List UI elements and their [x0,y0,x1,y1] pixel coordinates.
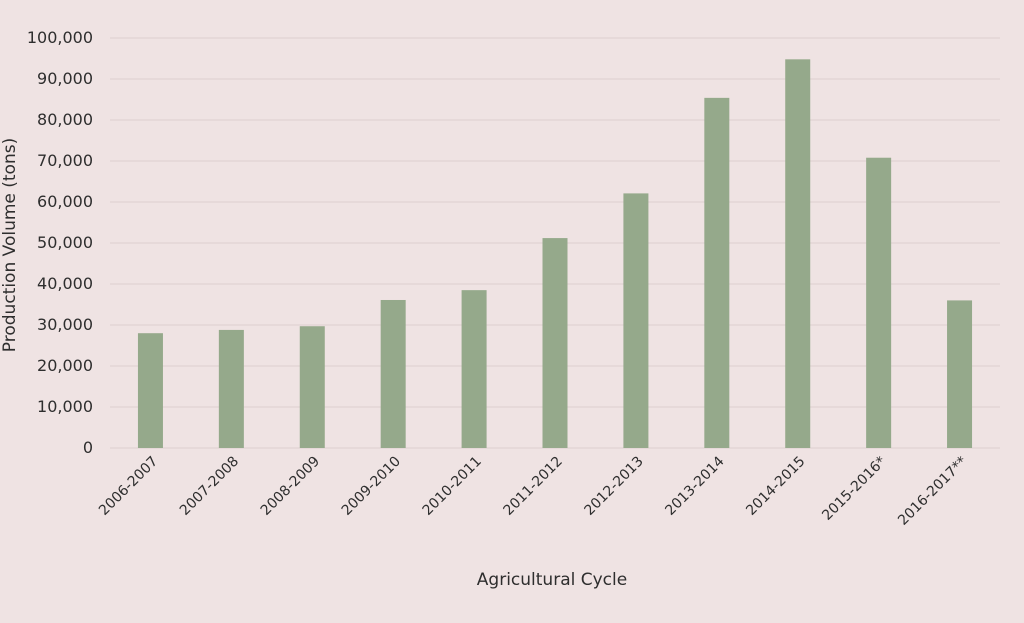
y-tick-label: 90,000 [37,69,93,88]
y-tick-label: 80,000 [37,110,93,129]
y-tick-label: 30,000 [37,315,93,334]
y-axis-tick-labels: 0 10,000 20,000 30,000 40,000 50,000 60,000 70,… [27,28,93,457]
x-tick-label: 2014-2015 [743,454,808,519]
bar-2010-2011 [461,290,487,448]
bar-2006-2007 [137,333,163,448]
y-tick-label: 0 [83,438,93,457]
x-tick-label: 2015-2016* [819,454,889,524]
bar-2015-2016* [866,157,892,448]
x-tick-label: 2009-2010 [339,454,404,519]
y-tick-label: 40,000 [37,274,93,293]
y-axis-title: Production Volume (tons) [0,138,20,352]
bar-2009-2010 [380,299,406,448]
x-tick-label: 2012-2013 [581,454,646,519]
bar-2012-2013 [623,193,649,448]
y-tick-label: 60,000 [37,192,93,211]
y-tick-label: 70,000 [37,151,93,170]
x-tick-label: 2016-2017** [895,454,970,529]
x-tick-label: 2007-2008 [177,454,242,519]
y-tick-label: 10,000 [37,397,93,416]
x-tick-label: 2010-2011 [420,454,485,519]
bar-2014-2015 [785,59,811,448]
y-tick-label: 100,000 [27,28,93,47]
bar-2008-2009 [299,326,325,448]
bar-2013-2014 [704,97,730,449]
x-tick-label: 2008-2009 [258,454,323,519]
x-tick-label: 2011-2012 [501,454,566,519]
bar-2011-2012 [542,238,568,448]
x-tick-label: 2006-2007 [96,454,161,519]
bar-2016-2017** [947,300,973,448]
y-tick-label: 20,000 [37,356,93,375]
bar-2007-2008 [218,329,244,448]
x-tick-label: 2013-2014 [662,453,727,518]
x-axis-tick-labels: 2006-2007 2007-2008 2008-2009 2009-2010 2010… [96,453,970,528]
bars [137,59,973,449]
x-axis-title: Agricultural Cycle [477,570,627,590]
y-tick-label: 50,000 [37,233,93,252]
